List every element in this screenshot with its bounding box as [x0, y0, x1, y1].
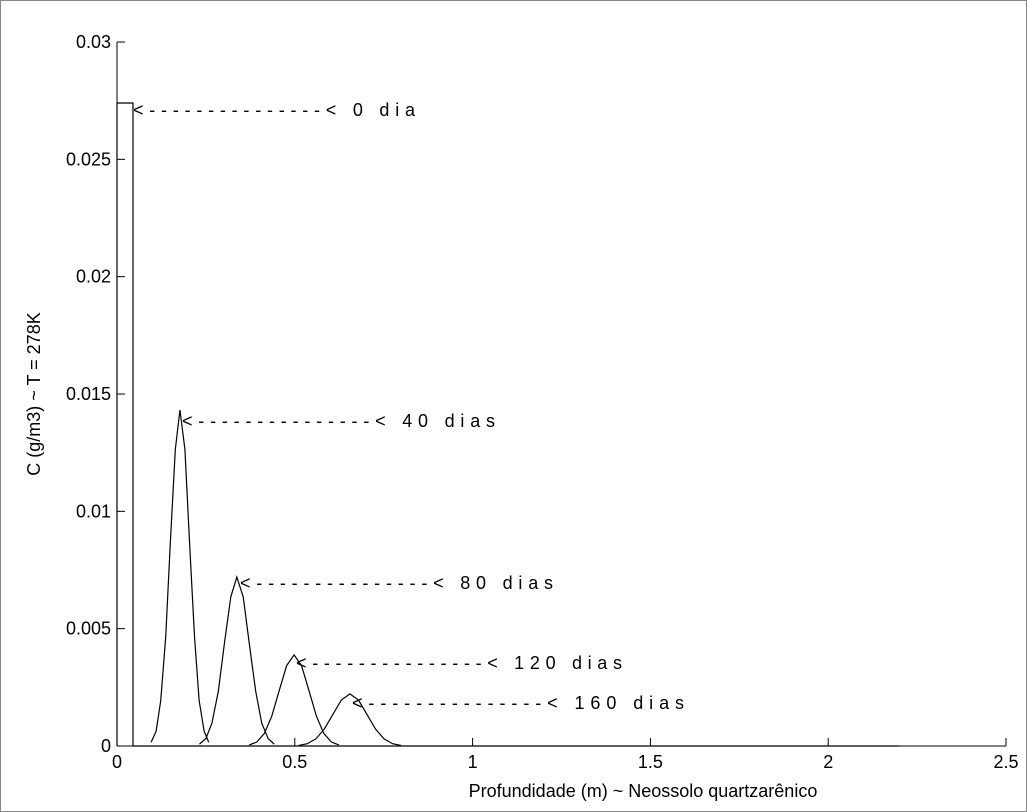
y-tick-label: 0.01 [76, 501, 111, 521]
x-tick-label: 1 [468, 752, 478, 772]
x-tick-label: 2.5 [993, 752, 1018, 772]
x-tick-label: 0.5 [282, 752, 307, 772]
line [150, 409, 210, 743]
y-tick-label: 0.005 [66, 619, 111, 639]
line [298, 693, 402, 746]
y-tick-label: 0.02 [76, 267, 111, 287]
x-tick-label: 0 [112, 752, 122, 772]
y-tick-label: 0 [101, 736, 111, 756]
line [116, 102, 900, 747]
line [249, 653, 340, 746]
line [199, 575, 275, 745]
x-axis-label: Profundidade (m) ~ Neossolo quartzarênic… [469, 781, 818, 801]
y-axis-label: C (g/m3) ~ T = 278K [24, 312, 44, 475]
x-tick-label: 2 [823, 752, 833, 772]
y-tick-label: 0.025 [66, 149, 111, 169]
x-tick-label: 1.5 [638, 752, 663, 772]
y-tick-label: 0.03 [76, 32, 111, 52]
y-tick-label: 0.015 [66, 384, 111, 404]
